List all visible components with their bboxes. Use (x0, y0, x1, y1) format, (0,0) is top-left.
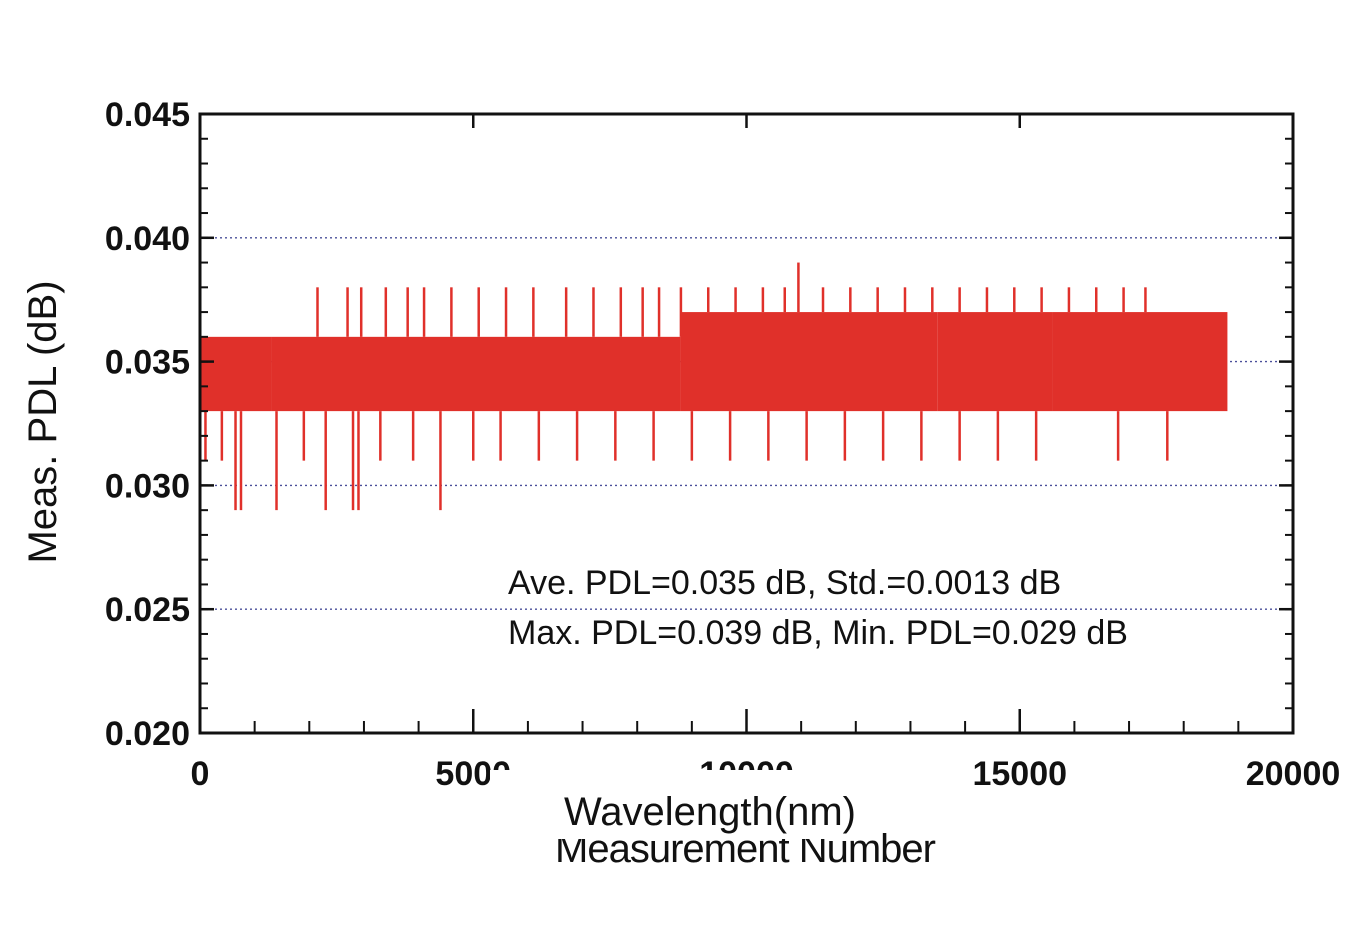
y-tick-label: 0.035 (105, 344, 190, 382)
y-tick-label: 0.045 (105, 96, 190, 134)
y-tick-label: 0.030 (105, 467, 190, 505)
pdl-band-segment (680, 312, 938, 412)
gridlines (200, 237, 1293, 610)
y-axis-title: Meas. PDL (dB) (21, 280, 65, 563)
x-tick-label: 0 (191, 755, 210, 793)
axis-ticks (198, 112, 1295, 735)
x-axis-title-patch (490, 770, 880, 839)
tick-labels: 0.0200.0250.0300.0350.0400.0450500010000… (105, 96, 1340, 793)
stats-annotation-line-2: Max. PDL=0.039 dB, Min. PDL=0.029 dB (508, 614, 1128, 652)
stats-annotation-line-1: Ave. PDL=0.035 dB, Std.=0.0013 dB (508, 564, 1061, 602)
x-tick-label: 15000 (972, 755, 1067, 793)
pdl-band-segment (937, 312, 1053, 412)
x-axis-title: Wavelength(nm) (564, 790, 856, 834)
pdl-band-segment (1052, 312, 1228, 412)
y-tick-label: 0.025 (105, 591, 190, 629)
pdl-band-segment (271, 336, 681, 412)
pdl-band-segment (200, 336, 272, 412)
y-tick-label: 0.040 (105, 220, 190, 258)
x-tick-label: 20000 (1246, 755, 1341, 793)
data-series (200, 262, 1228, 511)
y-tick-label: 0.020 (105, 715, 190, 753)
